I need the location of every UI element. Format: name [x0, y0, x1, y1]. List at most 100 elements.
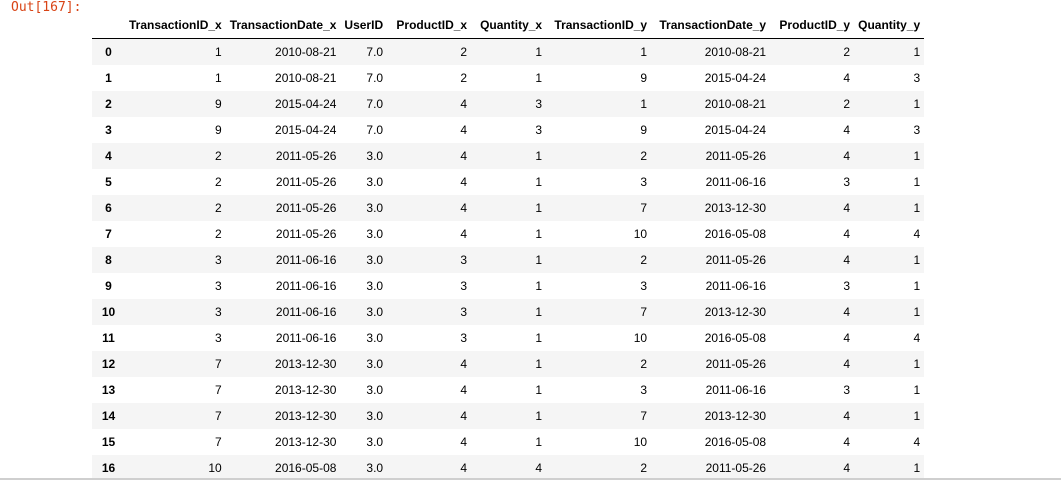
row-index: 0	[105, 45, 112, 59]
row-index: 7	[105, 227, 112, 241]
table-row: 10 3 2011-06-16 3.0 3 1 7 2013-12-30 4 1	[92, 299, 925, 325]
column-header-transactionid-x: TransactionID_x	[129, 18, 222, 32]
cell-quantity-y: 1	[913, 201, 921, 215]
cell-transactiondate-y: 2011-06-16	[705, 279, 767, 293]
cell-quantity-x: 3	[535, 123, 543, 137]
cell-quantity-y: 1	[913, 409, 921, 423]
table-row: 2 9 2015-04-24 7.0 4 3 1 2010-08-21 2 1	[92, 91, 925, 117]
cell-bottom-divider	[0, 478, 1061, 480]
column-header-productid-x: ProductID_x	[396, 18, 468, 32]
cell-transactionid-x: 3	[215, 253, 222, 267]
cell-userid: 3.0	[366, 253, 384, 267]
cell-quantity-x: 1	[535, 409, 543, 423]
cell-userid: 7.0	[366, 71, 384, 85]
cell-userid: 3.0	[366, 461, 384, 475]
table-row: 12 7 2013-12-30 3.0 4 1 2 2011-05-26 4 1	[92, 351, 925, 377]
cell-productid-y: 3	[843, 175, 851, 189]
cell-transactionid-x: 9	[215, 97, 222, 111]
cell-quantity-y: 1	[913, 383, 921, 397]
table-row: 3 9 2015-04-24 7.0 4 3 9 2015-04-24 4 3	[92, 117, 925, 143]
cell-transactiondate-y: 2015-04-24	[704, 123, 767, 137]
dataframe-table: TransactionID_x TransactionDate_x UserID…	[92, 12, 925, 480]
cell-productid-x: 4	[460, 227, 468, 241]
row-index: 13	[101, 383, 116, 397]
cell-productid-x: 4	[460, 175, 468, 189]
cell-productid-x: 2	[460, 45, 468, 59]
row-index: 10	[101, 305, 116, 319]
table-row: 14 7 2013-12-30 3.0 4 1 7 2013-12-30 4 1	[92, 403, 925, 429]
cell-transactiondate-y: 2013-12-30	[704, 201, 767, 215]
cell-transactiondate-x: 2013-12-30	[275, 435, 337, 449]
cell-transactiondate-y: 2011-05-26	[705, 357, 767, 371]
cell-transactionid-x: 10	[208, 461, 222, 475]
cell-productid-y: 4	[843, 201, 851, 215]
cell-quantity-y: 4	[913, 331, 921, 345]
cell-userid: 3.0	[366, 383, 384, 397]
cell-productid-y: 4	[843, 331, 851, 345]
cell-productid-y: 2	[843, 97, 851, 111]
cell-productid-y: 4	[843, 435, 851, 449]
cell-transactiondate-y: 2010-08-21	[704, 97, 767, 111]
cell-transactionid-x: 9	[215, 123, 222, 137]
cell-transactiondate-x: 2011-06-16	[275, 253, 337, 267]
cell-transactiondate-x: 2013-12-30	[275, 357, 337, 371]
cell-quantity-x: 1	[535, 175, 543, 189]
cell-quantity-y: 3	[913, 71, 921, 85]
cell-userid: 3.0	[366, 227, 384, 241]
row-index: 14	[101, 409, 116, 423]
table-row: 0 1 2010-08-21 7.0 2 1 1 2010-08-21 2 1	[92, 38, 925, 65]
cell-transactiondate-x: 2011-05-26	[275, 201, 337, 215]
cell-productid-y: 4	[843, 71, 851, 85]
row-index: 11	[102, 331, 115, 345]
cell-quantity-y: 1	[913, 175, 921, 189]
cell-transactiondate-x: 2010-08-21	[275, 71, 337, 85]
column-header-index	[92, 12, 125, 39]
column-header-transactionid-y: TransactionID_y	[554, 18, 648, 32]
cell-productid-y: 4	[843, 149, 851, 163]
row-index: 5	[105, 175, 112, 189]
cell-quantity-x: 3	[535, 97, 543, 111]
cell-transactionid-x: 1	[215, 45, 222, 59]
table-row: 11 3 2011-06-16 3.0 3 1 10 2016-05-08 4 4	[92, 325, 925, 351]
cell-productid-x: 4	[460, 201, 468, 215]
cell-transactiondate-y: 2015-04-24	[704, 71, 767, 85]
cell-quantity-x: 1	[535, 227, 543, 241]
cell-quantity-y: 4	[913, 435, 921, 449]
cell-transactionid-y: 9	[640, 71, 648, 85]
cell-transactionid-x: 2	[215, 149, 222, 163]
cell-productid-x: 4	[460, 149, 468, 163]
cell-transactiondate-y: 2016-05-08	[704, 331, 767, 345]
cell-transactionid-y: 7	[640, 201, 648, 215]
cell-quantity-y: 1	[913, 97, 921, 111]
row-index: 15	[101, 435, 116, 449]
cell-productid-y: 2	[843, 45, 851, 59]
row-index: 12	[101, 357, 116, 371]
cell-transactiondate-x: 2013-12-30	[275, 409, 337, 423]
cell-quantity-y: 1	[913, 305, 921, 319]
row-index: 6	[105, 201, 112, 215]
cell-productid-y: 4	[843, 123, 851, 137]
cell-userid: 3.0	[366, 305, 384, 319]
table-header: TransactionID_x TransactionDate_x UserID…	[92, 12, 925, 39]
cell-transactiondate-x: 2011-06-16	[275, 331, 337, 345]
cell-transactiondate-y: 2011-05-26	[705, 253, 767, 267]
cell-userid: 7.0	[366, 97, 384, 111]
cell-quantity-x: 1	[535, 357, 543, 371]
cell-transactiondate-y: 2011-06-16	[705, 383, 767, 397]
cell-productid-x: 4	[460, 97, 468, 111]
cell-transactiondate-x: 2010-08-21	[275, 45, 337, 59]
table-row: 13 7 2013-12-30 3.0 4 1 3 2011-06-16 3 1	[92, 377, 925, 403]
cell-transactionid-x: 7	[215, 435, 222, 449]
cell-productid-x: 3	[460, 279, 468, 293]
cell-transactionid-y: 1	[640, 45, 648, 59]
cell-transactiondate-x: 2011-06-16	[275, 305, 337, 319]
table-row: 1 1 2010-08-21 7.0 2 1 9 2015-04-24 4 3	[92, 65, 925, 91]
cell-transactionid-y: 10	[633, 435, 648, 449]
cell-transactiondate-y: 2010-08-21	[704, 45, 767, 59]
cell-quantity-y: 1	[913, 279, 921, 293]
cell-quantity-x: 1	[535, 71, 543, 85]
cell-quantity-y: 1	[913, 149, 921, 163]
cell-transactionid-y: 3	[640, 175, 648, 189]
row-index: 1	[105, 71, 112, 85]
